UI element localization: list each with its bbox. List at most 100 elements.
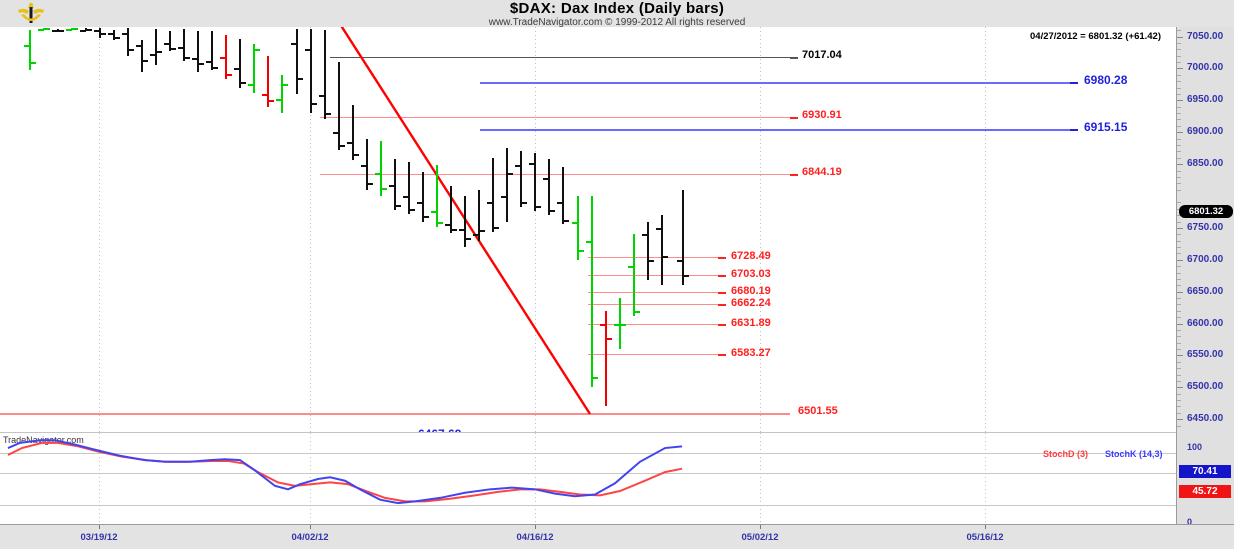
ohlc-bar-open-tick [375,173,381,176]
price-minor-tick [1177,272,1181,274]
level-dash-6631 [718,324,726,326]
ohlc-bar-range [338,62,340,151]
gridline-vertical [99,433,100,525]
ohlc-bar-open-tick [333,132,339,135]
ohlc-bar-close-tick [521,202,527,205]
price-minor-tick [1177,278,1181,280]
ohlc-bar-close-tick [381,188,387,191]
ohlc-bar-close-tick [170,48,176,51]
price-minor-tick [1177,215,1181,217]
price-tick-mark [1177,68,1183,70]
ohlc-bar-open-tick [557,202,563,205]
price-minor-tick [1177,87,1181,89]
ohlc-bar-range [211,31,213,71]
ohlc-bar-open-tick [248,84,254,87]
ohlc-bar-close-tick [465,238,471,241]
stochastic-pane[interactable]: TradeNavigator.com StochD (3) StochK (14… [0,432,1176,525]
stoch-k-value-tag: 70.41 [1179,465,1231,478]
price-minor-tick [1177,425,1181,427]
ohlc-bar-range [591,196,593,388]
gridline-vertical [535,27,536,432]
ohlc-bar-close-tick [142,59,148,62]
ohlc-bar-open-tick [164,42,170,45]
level-line-6915 [480,129,1070,131]
price-minor-tick [1177,342,1181,344]
ohlc-bar-close-tick [212,66,218,69]
date-tick-mark [985,525,986,529]
ohlc-bar-range [197,30,199,73]
ohlc-bar-open-tick [136,45,142,48]
level-label-6930: 6930.91 [802,109,842,121]
ohlc-bar-range [422,171,424,222]
ohlc-bar-close-tick [437,221,443,224]
price-minor-tick [1177,81,1181,83]
level-dash-6583 [718,354,726,356]
level-line-6930 [320,117,790,118]
ohlc-bar-close-tick [592,377,598,380]
price-minor-tick [1177,400,1181,402]
ohlc-bar-open-tick [319,95,325,98]
ohlc-bar-close-tick [156,50,162,53]
ohlc-bar-close-tick [507,173,513,176]
ohlc-bar-close-tick [493,226,499,229]
price-scale-axis[interactable]: 7050.00 7000.00 6950.00 6900.00 6850.00 6750.… [1176,27,1234,527]
ohlc-bar-close-tick [114,36,120,39]
chart-header: $DAX: Dax Index (Daily bars) www.TradeNa… [0,0,1234,28]
ohlc-bar-range [478,189,480,241]
ohlc-bar-open-tick [150,54,156,57]
ohlc-bar-range [436,165,438,227]
ohlc-bar-range [141,39,143,73]
ohlc-bar-range [506,147,508,222]
downtrend-line [340,27,592,415]
ohlc-bar-open-tick [347,142,353,145]
stoch-d-line [7,441,683,503]
price-minor-tick [1177,74,1181,76]
level-label-6680: 6680.19 [731,285,771,297]
price-minor-tick [1177,240,1181,242]
ohlc-bar-open-tick [305,49,311,52]
date-axis[interactable]: 03/19/12 04/02/12 04/16/12 05/02/12 05/16/12 [0,524,1234,549]
level-dash-6662 [718,304,726,306]
level-line-7017 [330,57,790,58]
gridline-vertical [310,433,311,525]
price-minor-tick [1177,144,1181,146]
price-minor-tick [1177,298,1181,300]
ohlc-bar-open-tick [501,196,507,199]
stoch-d-value-tag: 45.72 [1179,485,1231,498]
ohlc-bar-close-tick [72,28,78,31]
ohlc-bar-open-tick [262,93,268,96]
price-minor-tick [1177,412,1181,414]
ohlc-bar-open-tick [403,196,409,199]
price-minor-tick [1177,374,1181,376]
ohlc-bar-open-tick [417,202,423,205]
ohlc-bar-open-tick [459,229,465,232]
price-minor-tick [1177,30,1181,32]
level-line-6662 [588,304,718,305]
ohlc-bar-range [633,234,635,316]
ohlc-bar-range [534,152,536,212]
price-chart-pane[interactable]: 7017.04 6980.28 6930.91 6915.15 6844.19 … [0,27,1176,432]
price-tick-label: 6500.00 [1187,381,1224,393]
ohlc-bar-open-tick [94,30,100,33]
ohlc-bar-range [352,105,354,161]
ohlc-bar-close-tick [30,62,36,65]
gridline-horizontal [0,453,1176,454]
price-minor-tick [1177,106,1181,108]
date-tick-label: 05/02/12 [741,532,779,543]
ohlc-bar-range [394,159,396,211]
ohlc-bar-close-tick [44,28,50,31]
ohlc-bar-close-tick [578,249,584,252]
ohlc-bar-close-tick [226,73,232,76]
price-tick-mark [1177,164,1183,166]
gridline-vertical [99,27,100,432]
level-label-6501: 6501.55 [798,405,838,417]
price-minor-tick [1177,380,1181,382]
date-price-readout: 04/27/2012 = 6801.32 (+61.42) [1030,31,1162,42]
price-tick-label: 6450.00 [1187,413,1224,425]
ohlc-bar-range [267,55,269,107]
ohlc-bar-open-tick [529,162,535,165]
ohlc-bar-open-tick [192,58,198,61]
ohlc-bar-open-tick [473,234,479,237]
ohlc-bar-close-tick [86,28,92,31]
date-tick-mark [535,525,536,529]
